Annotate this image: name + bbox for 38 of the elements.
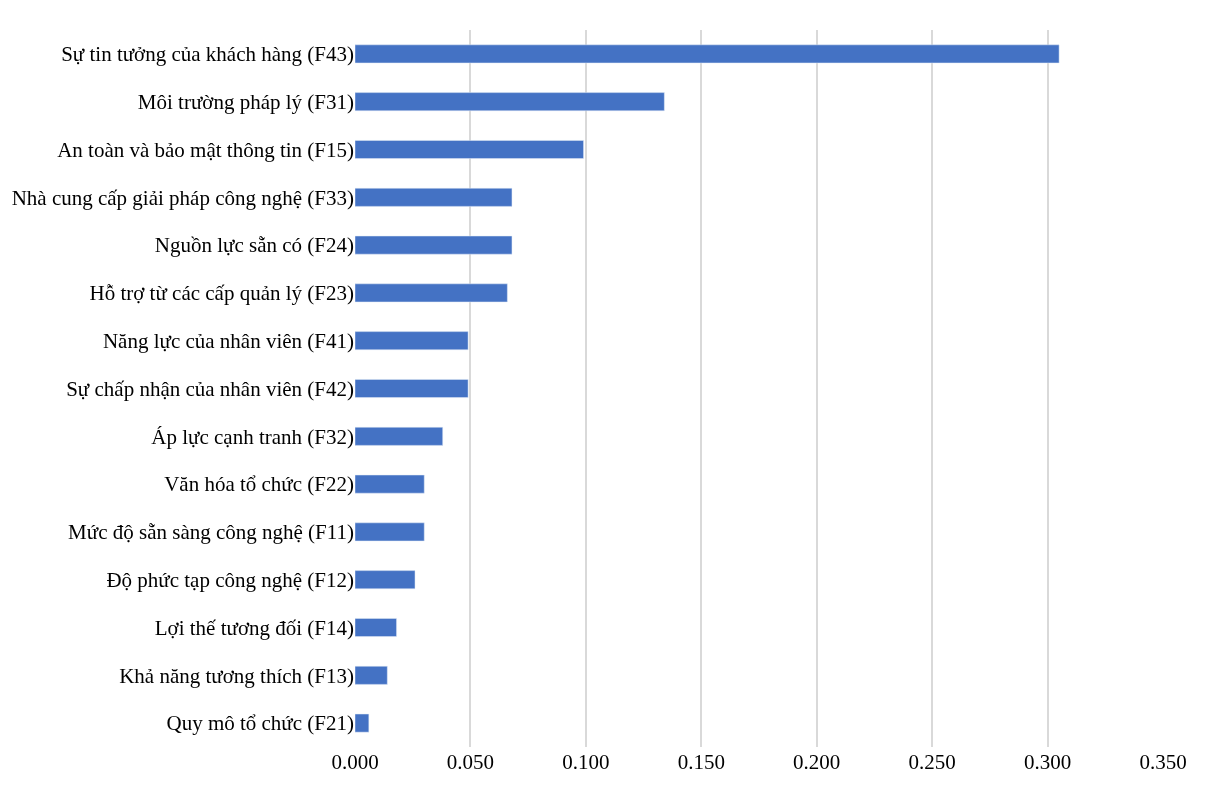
x-tick-label: 0.100: [562, 750, 610, 774]
bar: [355, 331, 469, 351]
y-tick-label: Sự tin tưởng của khách hàng (F43): [61, 42, 354, 67]
x-tick-label: 0.250: [908, 750, 956, 774]
y-tick-label: An toàn và bảo mật thông tin (F15): [57, 137, 354, 162]
y-tick-label: Hỗ trợ từ các cấp quản lý (F23): [89, 281, 354, 306]
bar: [355, 44, 1060, 64]
bar: [355, 665, 388, 685]
y-tick-label: Khả năng tương thích (F13): [119, 663, 354, 688]
bar: [355, 235, 513, 255]
y-tick-label: Năng lực của nhân viên (F41): [102, 329, 354, 354]
bar: [355, 187, 513, 207]
x-tick-label: 0.150: [677, 750, 725, 774]
x-tick-label: 0.200: [793, 750, 841, 774]
x-tick-label: 0.300: [1023, 750, 1072, 774]
x-tick-label: 0.350: [1139, 750, 1187, 774]
x-tick-label: 0.050: [446, 750, 495, 774]
y-tick-label: Quy mô tổ chức (F21): [166, 711, 354, 736]
bar: [355, 474, 425, 494]
bar: [355, 713, 370, 733]
y-tick-label: Độ phức tạp công nghệ (F12): [106, 568, 354, 593]
y-tick-label: Văn hóa tổ chức (F22): [164, 472, 354, 497]
x-tick-label: 0.000: [331, 750, 379, 774]
bar: [355, 570, 416, 590]
bar: [355, 618, 397, 637]
bar: [355, 283, 508, 303]
bar: [355, 522, 425, 542]
y-tick-label: Áp lực cạnh tranh (F32): [151, 424, 354, 449]
bar: [355, 379, 469, 398]
y-tick-label: Mức độ sẵn sàng công nghệ (F11): [68, 520, 355, 545]
y-tick-label: Lợi thế tương đối (F14): [154, 615, 354, 640]
y-tick-label: Môi trường pháp lý (F31): [137, 90, 354, 115]
bar: [355, 92, 665, 112]
y-tick-label: Nhà cung cấp giải pháp công nghệ (F33): [11, 185, 354, 210]
bar: [355, 426, 443, 446]
bar: [355, 140, 584, 159]
y-tick-label: Sự chấp nhận của nhân viên (F42): [66, 376, 354, 401]
y-tick-label: Nguồn lực sẵn có (F24): [154, 233, 354, 258]
